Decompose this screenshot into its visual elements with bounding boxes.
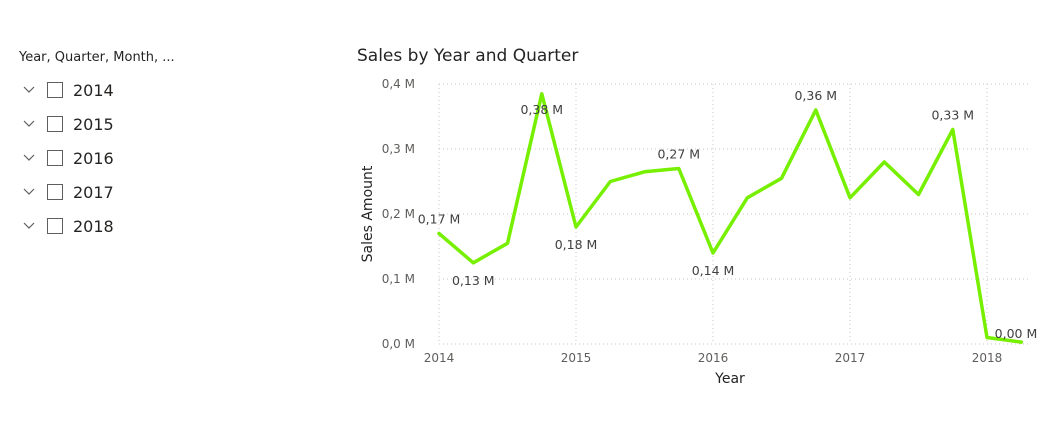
slicer-item-2018[interactable]: 2018: [19, 209, 299, 243]
slicer-item-2017[interactable]: 2017: [19, 175, 299, 209]
y-axis-title: Sales Amount: [360, 165, 376, 262]
data-label: 0,38 M: [520, 102, 563, 117]
checkbox[interactable]: [47, 116, 63, 132]
x-tick-label: 2014: [424, 351, 455, 365]
x-tick-label: 2016: [698, 351, 729, 365]
slicer-item-2016[interactable]: 2016: [19, 141, 299, 175]
checkbox[interactable]: [47, 150, 63, 166]
y-axis: 0,0 M 0,1 M 0,2 M 0,3 M 0,4 M: [382, 77, 415, 351]
data-label: 0,17 M: [418, 212, 461, 227]
slicer-item-2015[interactable]: 2015: [19, 107, 299, 141]
slicer-item-label: 2017: [73, 182, 114, 202]
x-axis: 2014 2015 2016 2017 2018: [424, 351, 1003, 365]
y-tick-label: 0,4 M: [382, 77, 415, 91]
x-axis-title: Year: [714, 371, 745, 387]
chevron-down-icon[interactable]: [19, 222, 39, 230]
data-label: 0,14 M: [692, 263, 735, 278]
data-label: 0,00 M: [995, 326, 1038, 341]
checkbox[interactable]: [47, 82, 63, 98]
x-tick-label: 2017: [835, 351, 866, 365]
slicer-item-label: 2015: [73, 114, 114, 134]
slicer-item-label: 2018: [73, 216, 114, 236]
chevron-down-icon[interactable]: [19, 188, 39, 196]
data-label: 0,13 M: [452, 273, 495, 288]
chevron-down-icon[interactable]: [19, 154, 39, 162]
year-hierarchy-slicer: Year, Quarter, Month, ... 2014 2015 2016…: [19, 50, 299, 243]
slicer-item-label: 2014: [73, 80, 114, 100]
slicer-item-label: 2016: [73, 148, 114, 168]
series-line: [437, 92, 1024, 344]
slicer-header: Year, Quarter, Month, ...: [19, 50, 175, 65]
data-label: 0,36 M: [794, 88, 837, 103]
checkbox[interactable]: [47, 184, 63, 200]
data-labels: 0,17 M 0,13 M 0,38 M 0,18 M 0,27 M 0,14 M 0,36…: [418, 88, 1038, 341]
x-tick-label: 2018: [972, 351, 1003, 365]
y-tick-label: 0,2 M: [382, 207, 415, 221]
y-tick-label: 0,1 M: [382, 272, 415, 286]
slicer-item-2014[interactable]: 2014: [19, 73, 299, 107]
chart-grid: [438, 83, 1031, 345]
y-tick-label: 0,0 M: [382, 337, 415, 351]
x-tick-label: 2015: [561, 351, 592, 365]
data-label: 0,27 M: [657, 147, 700, 162]
data-label: 0,18 M: [555, 237, 598, 252]
chevron-down-icon[interactable]: [19, 86, 39, 94]
y-tick-label: 0,3 M: [382, 142, 415, 156]
checkbox[interactable]: [47, 218, 63, 234]
data-label: 0,33 M: [931, 108, 974, 123]
chevron-down-icon[interactable]: [19, 120, 39, 128]
chart-title: Sales by Year and Quarter: [357, 46, 579, 66]
